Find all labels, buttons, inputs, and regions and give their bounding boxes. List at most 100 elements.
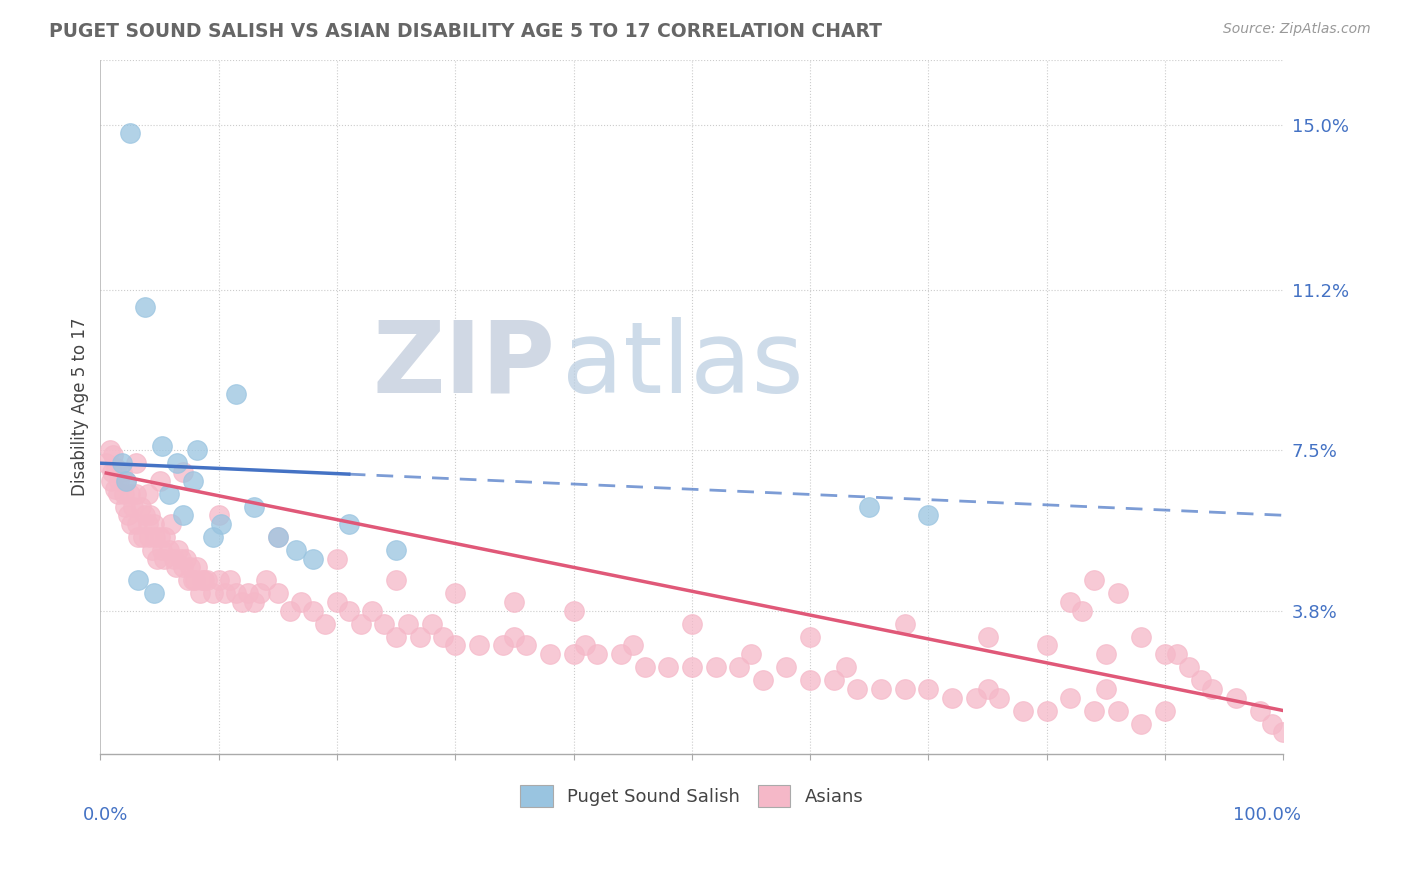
Point bbox=[728, 660, 751, 674]
Point bbox=[385, 630, 408, 644]
Point bbox=[1272, 725, 1295, 739]
Point bbox=[136, 516, 159, 531]
Point bbox=[114, 500, 136, 514]
Point bbox=[396, 616, 419, 631]
Point bbox=[111, 465, 134, 479]
Point bbox=[267, 586, 290, 600]
Point bbox=[337, 604, 360, 618]
Point bbox=[1095, 647, 1118, 661]
Point bbox=[163, 551, 186, 566]
Point bbox=[290, 595, 312, 609]
Point bbox=[491, 639, 513, 653]
Point bbox=[193, 574, 215, 588]
Point bbox=[174, 551, 197, 566]
Point bbox=[243, 595, 266, 609]
Point bbox=[284, 543, 307, 558]
Point bbox=[150, 439, 173, 453]
Point bbox=[1107, 586, 1129, 600]
Point bbox=[181, 474, 204, 488]
Point bbox=[141, 543, 163, 558]
Point bbox=[181, 574, 204, 588]
Point bbox=[117, 508, 139, 523]
Text: 0.0%: 0.0% bbox=[83, 806, 128, 824]
Point bbox=[976, 681, 998, 696]
Point bbox=[1035, 639, 1057, 653]
Point bbox=[134, 300, 156, 314]
Point bbox=[186, 443, 208, 458]
Point bbox=[214, 586, 236, 600]
Point bbox=[112, 486, 135, 500]
Point bbox=[148, 530, 170, 544]
Point bbox=[143, 530, 166, 544]
Point bbox=[965, 690, 987, 705]
Point bbox=[420, 616, 443, 631]
Point bbox=[108, 474, 131, 488]
Point bbox=[209, 516, 232, 531]
Point bbox=[1095, 681, 1118, 696]
Point bbox=[132, 530, 155, 544]
Point bbox=[409, 630, 432, 644]
Point bbox=[111, 456, 134, 470]
Legend: Puget Sound Salish, Asians: Puget Sound Salish, Asians bbox=[513, 778, 870, 814]
Point bbox=[302, 551, 325, 566]
Point bbox=[208, 574, 231, 588]
Point bbox=[179, 560, 201, 574]
Point bbox=[136, 486, 159, 500]
Point bbox=[267, 530, 290, 544]
Point bbox=[127, 530, 149, 544]
Point bbox=[704, 660, 727, 674]
Point bbox=[799, 630, 821, 644]
Point bbox=[98, 443, 121, 458]
Point bbox=[740, 647, 762, 661]
Point bbox=[191, 574, 214, 588]
Point bbox=[834, 660, 856, 674]
Point bbox=[120, 516, 142, 531]
Point bbox=[385, 543, 408, 558]
Point bbox=[243, 500, 266, 514]
Point bbox=[167, 543, 190, 558]
Point bbox=[1260, 716, 1282, 731]
Point bbox=[125, 456, 148, 470]
Point bbox=[101, 465, 124, 479]
Point bbox=[249, 586, 271, 600]
Point bbox=[562, 604, 585, 618]
Point bbox=[142, 516, 165, 531]
Point bbox=[184, 574, 207, 588]
Point bbox=[166, 456, 188, 470]
Point bbox=[349, 616, 371, 631]
Point bbox=[177, 574, 200, 588]
Point bbox=[894, 681, 917, 696]
Point bbox=[337, 516, 360, 531]
Point bbox=[799, 673, 821, 688]
Point bbox=[468, 639, 491, 653]
Point bbox=[115, 474, 138, 488]
Point bbox=[503, 595, 526, 609]
Point bbox=[125, 486, 148, 500]
Point bbox=[1177, 660, 1199, 674]
Point bbox=[432, 630, 454, 644]
Point bbox=[1083, 574, 1105, 588]
Point bbox=[870, 681, 893, 696]
Point bbox=[681, 616, 703, 631]
Point bbox=[172, 508, 194, 523]
Point bbox=[165, 560, 187, 574]
Point bbox=[142, 586, 165, 600]
Point bbox=[1249, 704, 1271, 718]
Point bbox=[385, 574, 408, 588]
Point bbox=[1130, 716, 1153, 731]
Point bbox=[254, 574, 277, 588]
Point bbox=[976, 630, 998, 644]
Point bbox=[326, 595, 349, 609]
Point bbox=[515, 639, 537, 653]
Point bbox=[157, 543, 180, 558]
Point bbox=[894, 616, 917, 631]
Point bbox=[326, 551, 349, 566]
Point bbox=[188, 586, 211, 600]
Point bbox=[1154, 704, 1177, 718]
Point bbox=[225, 586, 247, 600]
Point bbox=[129, 500, 152, 514]
Point bbox=[96, 456, 118, 470]
Y-axis label: Disability Age 5 to 17: Disability Age 5 to 17 bbox=[72, 318, 89, 496]
Point bbox=[1201, 681, 1223, 696]
Point bbox=[1083, 704, 1105, 718]
